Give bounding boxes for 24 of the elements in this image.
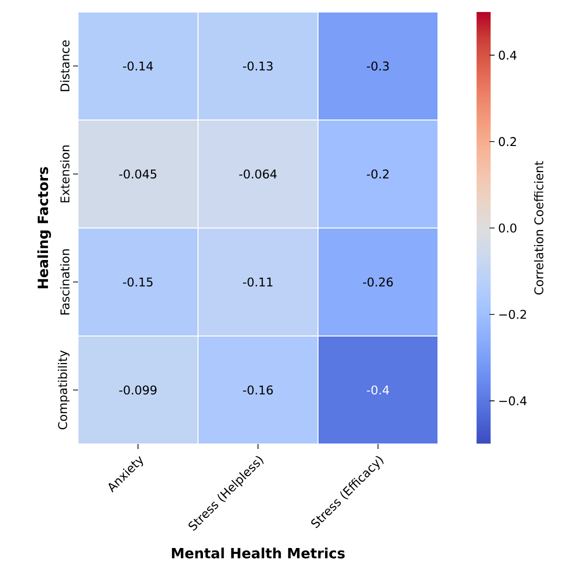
- data-label: -0.099: [119, 385, 156, 395]
- color-bar-label: 0.2: [498, 137, 516, 146]
- x-axis-title: Mental Health Metrics: [172, 548, 345, 558]
- data-label: -0.11: [243, 277, 272, 287]
- data-label: -0.26: [363, 277, 393, 287]
- y-tick-label: Extension: [60, 146, 70, 202]
- data-label: -0.4: [366, 385, 390, 395]
- color-bar-label: 0.4: [498, 50, 516, 60]
- data-label: -0.13: [243, 61, 273, 71]
- data-label: -0.16: [243, 385, 273, 395]
- color-bar-label: −0.2: [499, 310, 526, 319]
- data-label: -0.3: [366, 61, 389, 71]
- data-label: -0.15: [123, 277, 152, 287]
- y-tick-label: Fascination: [60, 249, 70, 314]
- data-label: -0.064: [239, 169, 277, 179]
- y-tick-label: Compatibility: [58, 350, 70, 430]
- data-label: -0.14: [123, 61, 153, 71]
- color-bar-label: 0.0: [498, 223, 516, 233]
- data-label: -0.2: [366, 169, 389, 179]
- y-tick-label: Distance: [60, 40, 70, 92]
- data-label: -0.045: [119, 169, 156, 179]
- color-bar-label: −0.4: [499, 396, 527, 406]
- y-axis-title: Healing Factors: [37, 167, 51, 288]
- color-bar-title: Correlation Coefficient: [534, 161, 544, 294]
